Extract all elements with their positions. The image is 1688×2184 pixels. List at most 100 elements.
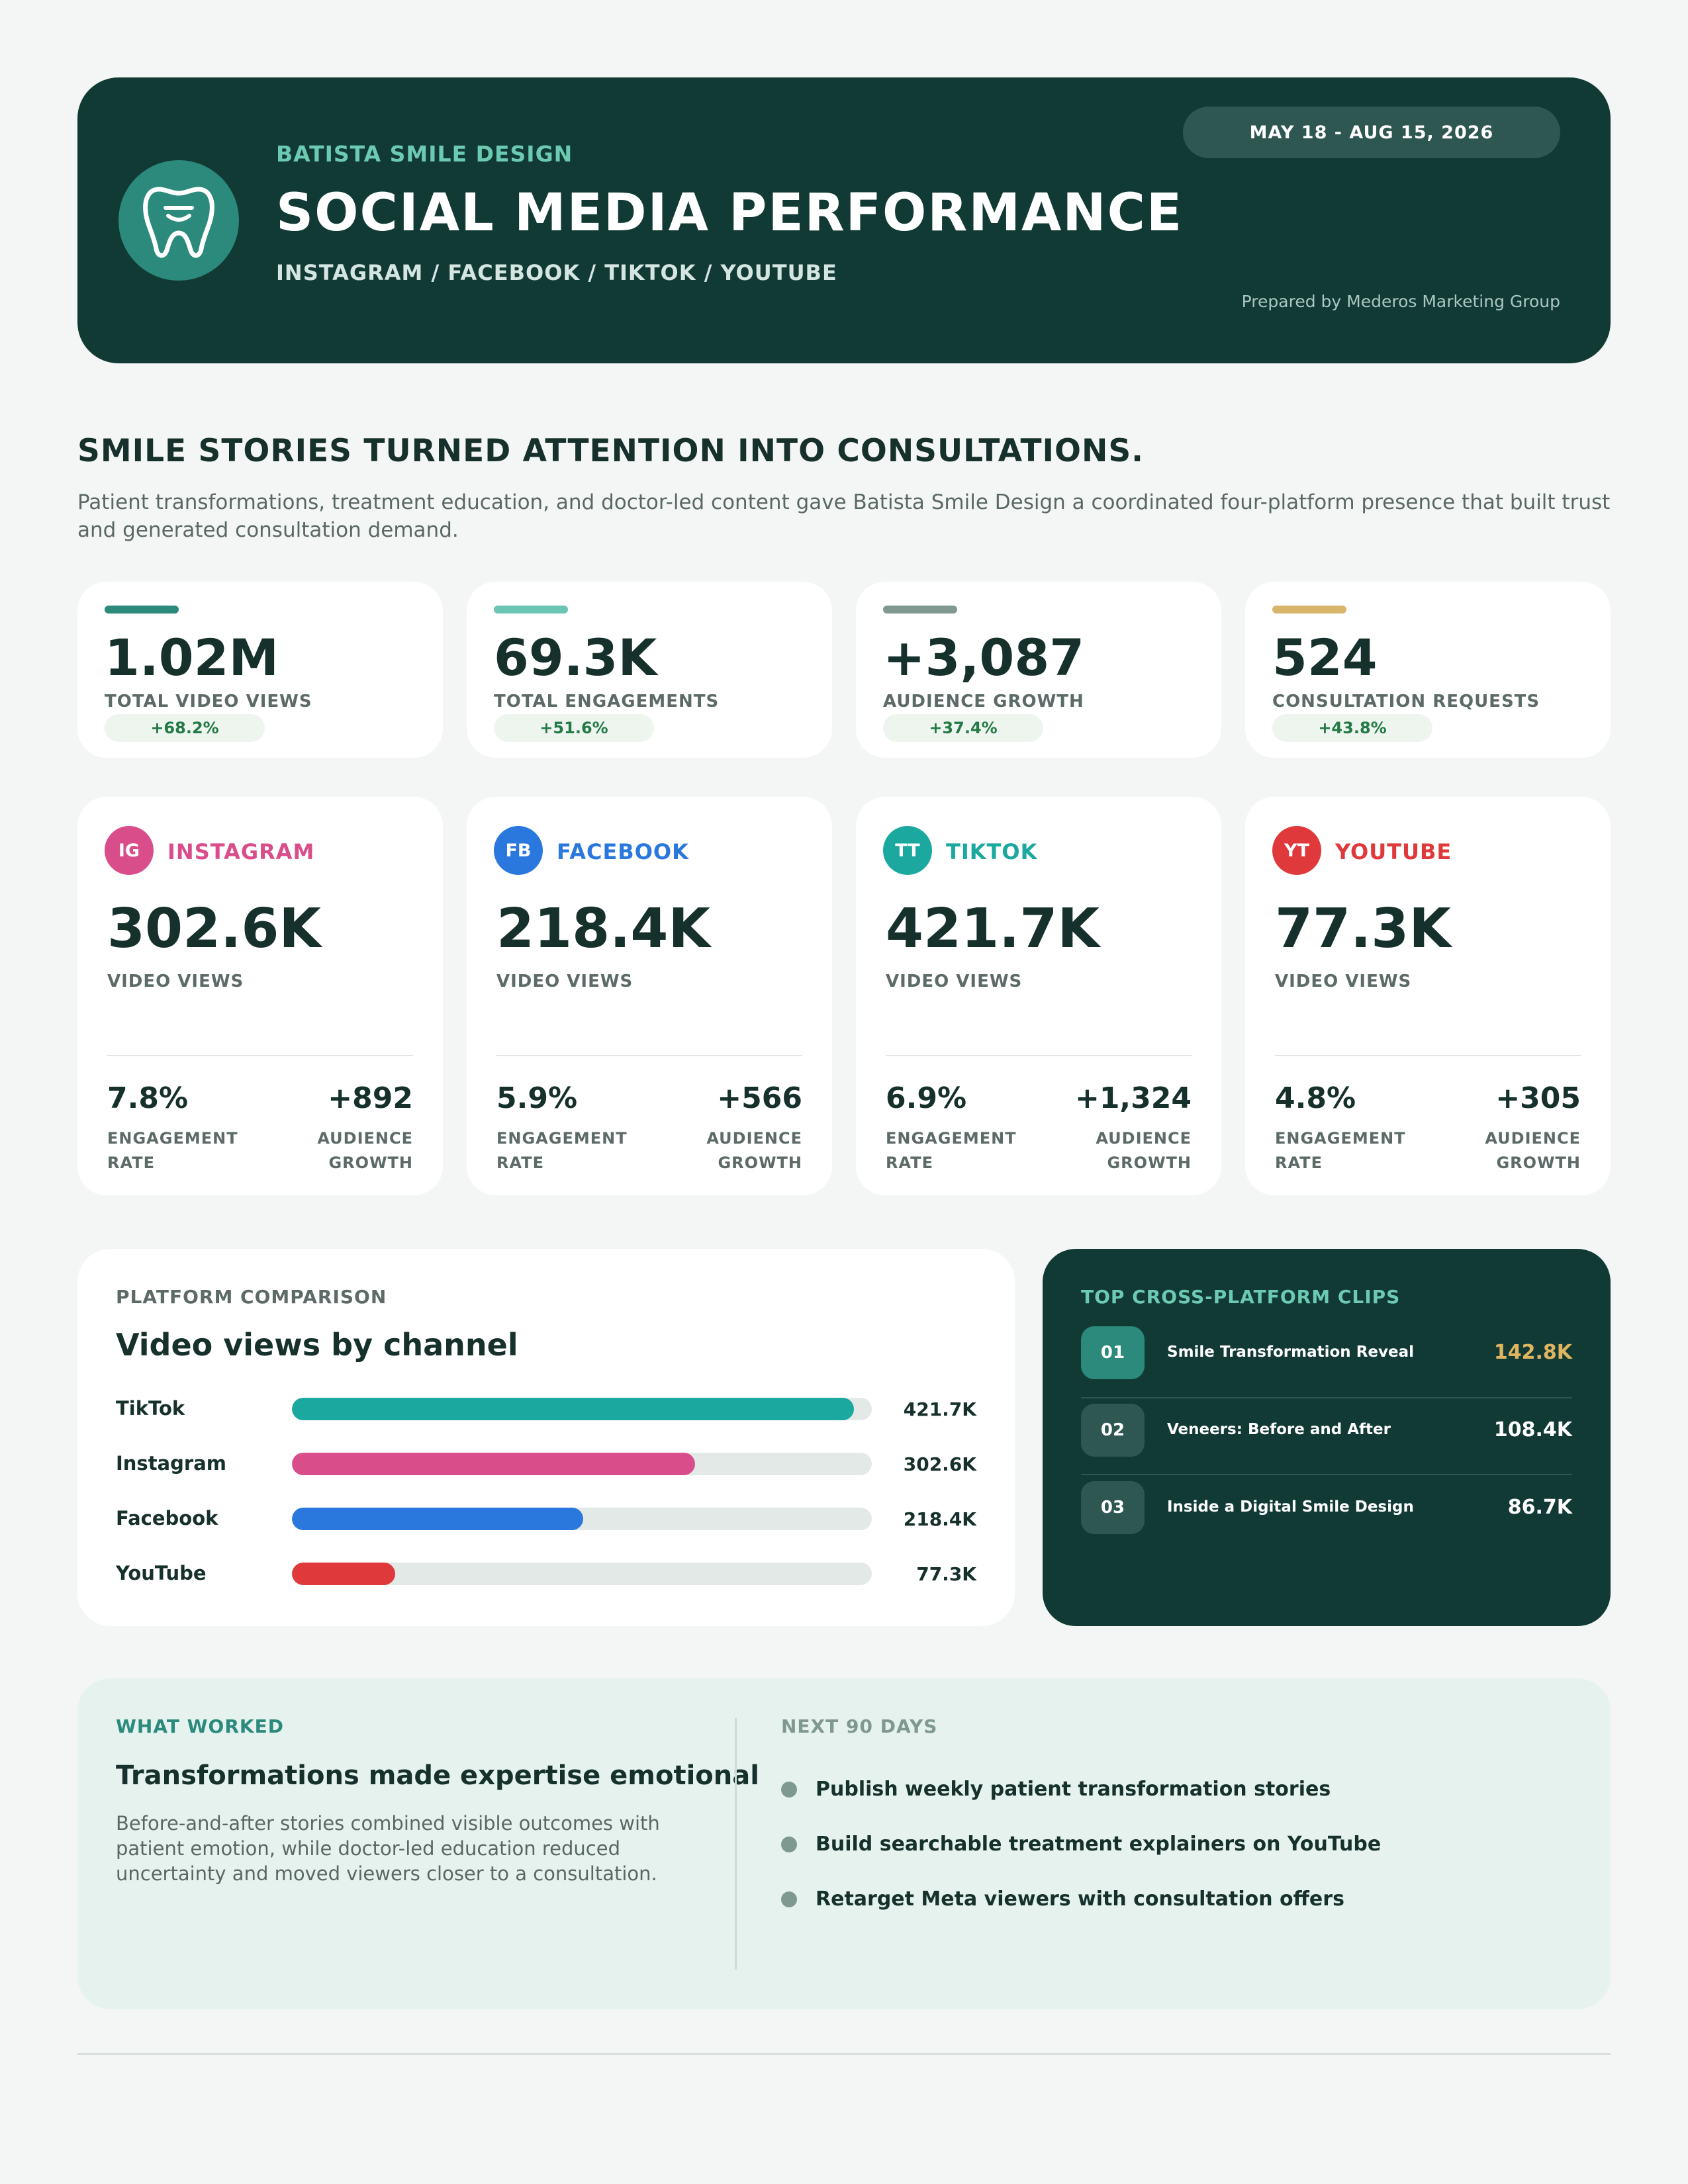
- platform-views: 302.6K: [107, 897, 321, 960]
- brand-name: BATISTA SMILE DESIGN: [276, 141, 573, 167]
- section-headline: SMILE STORIES TURNED ATTENTION INTO CONS…: [77, 433, 1145, 469]
- bar-value-label: 421.7K: [903, 1398, 976, 1420]
- platform-views: 218.4K: [496, 897, 710, 960]
- platform-views-label: VIDEO VIEWS: [496, 972, 633, 991]
- bullet-dot-icon: [781, 1891, 797, 1907]
- top-clips-panel: TOP CROSS-PLATFORM CLIPS 01 Smile Transf…: [1043, 1249, 1611, 1626]
- card-divider: [1275, 1055, 1581, 1056]
- next-step-item: Publish weekly patient transformation st…: [781, 1776, 1575, 1803]
- bar-category-label: Facebook: [116, 1507, 218, 1529]
- tiktok-icon: TT: [883, 826, 932, 875]
- next-step-text: Build searchable treatment explainers on…: [816, 1833, 1382, 1856]
- footer-divider: [77, 2053, 1611, 2055]
- clip-title: Inside a Digital Smile Design: [1167, 1498, 1414, 1516]
- what-worked-label: WHAT WORKED: [116, 1715, 284, 1737]
- kpi-value: +3,087: [883, 628, 1085, 687]
- platform-name: FACEBOOK: [557, 839, 689, 864]
- bar-category-label: TikTok: [116, 1397, 185, 1420]
- bar-fill-youtube: [292, 1563, 395, 1585]
- bar-fill-tiktok: [292, 1398, 855, 1420]
- audience-growth-label: AUDIENCE GROWTH: [1485, 1129, 1581, 1172]
- clip-item: 03 Inside a Digital Smile Design 86.7K: [1081, 1481, 1572, 1534]
- next-step-text: Retarget Meta viewers with consultation …: [816, 1888, 1344, 1911]
- platform-name: TIKTOK: [946, 839, 1038, 864]
- bar-track: [292, 1398, 872, 1420]
- kpi-value: 524: [1272, 628, 1378, 687]
- comparison-eyebrow: PLATFORM COMPARISON: [116, 1286, 387, 1308]
- card-divider: [496, 1055, 802, 1056]
- platform-views: 77.3K: [1275, 897, 1451, 960]
- bar-fill-facebook: [292, 1508, 583, 1530]
- kpi-value: 1.02M: [105, 628, 279, 687]
- platform-name: INSTAGRAM: [167, 839, 315, 864]
- engagement-rate-label: ENGAGEMENT RATE: [496, 1129, 628, 1172]
- engagement-rate-label: ENGAGEMENT RATE: [886, 1129, 1017, 1172]
- tooth-smile-icon: [118, 160, 239, 281]
- clip-item: 02 Veneers: Before and After 108.4K: [1081, 1404, 1572, 1457]
- clip-rank-badge: 03: [1081, 1481, 1145, 1534]
- platform-views-label: VIDEO VIEWS: [107, 972, 244, 991]
- kpi-card-audience-growth: +3,087 AUDIENCE GROWTH +37.4%: [856, 582, 1221, 758]
- kpi-label: TOTAL VIDEO VIEWS: [105, 692, 312, 711]
- bar-fill-instagram: [292, 1453, 696, 1475]
- kpi-value: 69.3K: [494, 628, 657, 687]
- kpi-accent-bar: [105, 606, 179, 614]
- audience-growth-value: +566: [717, 1081, 802, 1115]
- platform-comparison-panel: PLATFORM COMPARISON Video views by chann…: [77, 1249, 1015, 1626]
- bar-track: [292, 1563, 872, 1585]
- report-title: SOCIAL MEDIA PERFORMANCE: [276, 183, 1184, 243]
- clip-views: 86.7K: [1507, 1496, 1572, 1519]
- next-step-item: Build searchable treatment explainers on…: [781, 1831, 1575, 1858]
- clip-title: Smile Transformation Reveal: [1167, 1343, 1414, 1361]
- audience-growth-label: AUDIENCE GROWTH: [706, 1129, 802, 1172]
- bar-row: TikTok 421.7K: [116, 1396, 976, 1422]
- bar-category-label: YouTube: [116, 1562, 207, 1584]
- audience-growth-label: AUDIENCE GROWTH: [317, 1129, 413, 1172]
- column-divider: [735, 1718, 737, 1970]
- platform-card-tiktok: TT TIKTOK 421.7K VIDEO VIEWS 6.9% +1,324…: [856, 797, 1221, 1195]
- kpi-label: TOTAL ENGAGEMENTS: [494, 692, 720, 711]
- kpi-card-video-views: 1.02M TOTAL VIDEO VIEWS +68.2%: [77, 582, 443, 758]
- audience-growth-value: +892: [328, 1081, 413, 1115]
- bullet-dot-icon: [781, 1782, 797, 1797]
- kpi-label: AUDIENCE GROWTH: [883, 692, 1084, 711]
- kpi-card-consultations: 524 CONSULTATION REQUESTS +43.8%: [1245, 582, 1611, 758]
- platform-card-facebook: FB FACEBOOK 218.4K VIDEO VIEWS 5.9% +566…: [467, 797, 832, 1195]
- engagement-rate-label: ENGAGEMENT RATE: [1275, 1129, 1406, 1172]
- insights-panel: WHAT WORKED Transformations made experti…: [77, 1678, 1611, 2009]
- bar-value-label: 302.6K: [903, 1453, 976, 1475]
- platform-views-label: VIDEO VIEWS: [886, 972, 1023, 991]
- audience-growth-value: +305: [1495, 1081, 1581, 1115]
- kpi-card-engagements: 69.3K TOTAL ENGAGEMENTS +51.6%: [467, 582, 832, 758]
- clip-views: 108.4K: [1493, 1418, 1572, 1441]
- report-header: BATISTA SMILE DESIGN SOCIAL MEDIA PERFOR…: [77, 77, 1611, 363]
- next-90-days-label: NEXT 90 DAYS: [781, 1715, 938, 1737]
- clip-title: Veneers: Before and After: [1167, 1421, 1391, 1438]
- kpi-label: CONSULTATION REQUESTS: [1272, 692, 1540, 711]
- kpi-change-badge: +37.4%: [883, 714, 1043, 742]
- kpi-accent-bar: [1272, 606, 1346, 614]
- bar-row: Instagram 302.6K: [116, 1451, 976, 1477]
- bar-value-label: 218.4K: [903, 1508, 976, 1530]
- kpi-change-badge: +43.8%: [1272, 714, 1432, 742]
- bar-value-label: 77.3K: [916, 1563, 976, 1585]
- kpi-accent-bar: [494, 606, 568, 614]
- platform-card-youtube: YT YOUTUBE 77.3K VIDEO VIEWS 4.8% +305 E…: [1245, 797, 1611, 1195]
- prepared-by: Prepared by Mederos Marketing Group: [1241, 292, 1560, 311]
- platform-card-instagram: IG INSTAGRAM 302.6K VIDEO VIEWS 7.8% +89…: [77, 797, 443, 1195]
- facebook-icon: FB: [494, 826, 543, 875]
- bar-track: [292, 1453, 872, 1475]
- engagement-rate-value: 6.9%: [886, 1081, 967, 1115]
- audience-growth-label: AUDIENCE GROWTH: [1096, 1129, 1192, 1172]
- bar-track: [292, 1508, 872, 1530]
- next-step-text: Publish weekly patient transformation st…: [816, 1778, 1331, 1801]
- clip-views: 142.8K: [1493, 1341, 1572, 1364]
- bar-row: YouTube 77.3K: [116, 1561, 976, 1587]
- what-worked-title: Transformations made expertise emotional: [116, 1760, 759, 1791]
- comparison-title: Video views by channel: [116, 1327, 518, 1363]
- clip-divider: [1081, 1397, 1572, 1398]
- engagement-rate-label: ENGAGEMENT RATE: [107, 1129, 238, 1172]
- platform-views: 421.7K: [886, 897, 1100, 960]
- intro-paragraph: Patient transformations, treatment educa…: [77, 490, 1611, 542]
- bar-row: Facebook 218.4K: [116, 1506, 976, 1532]
